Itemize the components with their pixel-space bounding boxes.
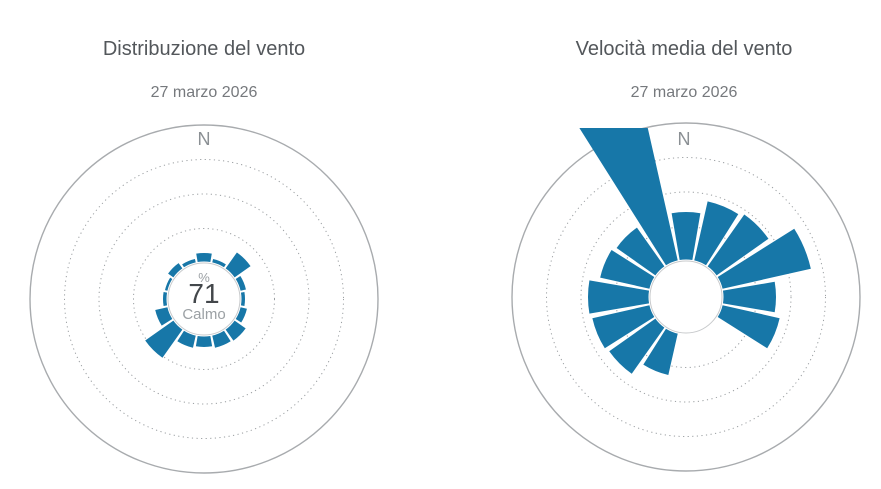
calm-percent-unit: %: [198, 270, 210, 285]
wind-petals-1: [145, 252, 251, 358]
compass-north-label: N: [678, 129, 691, 149]
grid-rings-1: [29, 124, 379, 474]
wind-distribution-rose-chart: N % 71 Calmo: [29, 124, 379, 474]
wind-speed-title: Velocità media del vento: [575, 38, 793, 60]
center-hole-1: [167, 262, 241, 336]
wind-speed-date: 27 marzo 2026: [630, 84, 738, 101]
wind-distribution-title: Distribuzione del vento: [102, 38, 306, 60]
calm-percent-value: 71: [188, 278, 219, 309]
wind-distribution-date: 27 marzo 2026: [150, 84, 258, 101]
wind-petals-2: [579, 128, 811, 376]
wind-speed-rose-chart: N: [511, 122, 861, 472]
compass-north-label: N: [198, 129, 211, 149]
center-hole-2: [649, 260, 723, 334]
calm-label: Calmo: [182, 306, 225, 323]
